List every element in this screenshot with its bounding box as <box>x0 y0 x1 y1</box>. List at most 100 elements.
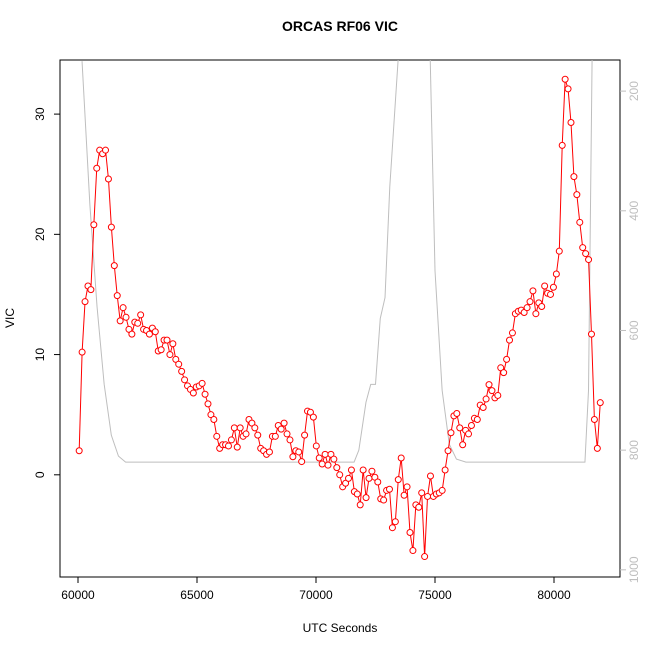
point <box>391 518 399 526</box>
point <box>444 447 452 455</box>
point <box>289 453 297 461</box>
point <box>561 75 569 83</box>
point <box>523 304 531 312</box>
y-tick-label: 30 <box>33 107 47 121</box>
series-line <box>81 60 593 463</box>
point <box>321 450 329 458</box>
point <box>567 119 575 127</box>
point <box>301 431 309 439</box>
point <box>151 328 159 336</box>
y2-tick-label: 200 <box>627 81 641 101</box>
point <box>467 422 475 430</box>
point <box>137 311 145 319</box>
point <box>465 430 473 438</box>
point <box>315 454 323 462</box>
point <box>254 431 262 439</box>
point <box>122 313 130 321</box>
y-tick-label: 0 <box>33 471 47 478</box>
point <box>78 348 86 356</box>
point <box>576 218 584 226</box>
point <box>453 409 461 417</box>
point <box>418 489 426 497</box>
point <box>104 175 112 183</box>
point <box>265 448 273 456</box>
point <box>81 298 89 306</box>
point <box>459 441 467 449</box>
point <box>189 389 197 397</box>
point <box>374 478 382 486</box>
point <box>318 460 326 468</box>
point <box>181 376 189 384</box>
point <box>585 256 593 264</box>
point <box>116 317 124 325</box>
point <box>447 429 455 437</box>
chart-title: ORCAS RF06 VIC <box>282 18 398 34</box>
point <box>134 319 142 327</box>
point <box>558 141 566 149</box>
point <box>406 529 414 537</box>
point <box>403 483 411 491</box>
point <box>579 244 587 252</box>
point <box>110 262 118 270</box>
point <box>538 302 546 310</box>
point <box>347 466 355 474</box>
point <box>593 444 601 452</box>
point <box>336 471 344 479</box>
y2-tick-label: 800 <box>627 440 641 460</box>
point <box>441 466 449 474</box>
point <box>353 490 361 498</box>
point <box>526 298 534 306</box>
point <box>570 173 578 181</box>
point <box>324 461 332 469</box>
point <box>394 476 402 484</box>
y-tick-label: 20 <box>33 227 47 241</box>
point <box>573 191 581 199</box>
y2-tick-label: 600 <box>627 320 641 340</box>
point <box>587 330 595 338</box>
plot-frame <box>59 59 621 578</box>
point <box>482 395 490 403</box>
point <box>157 346 165 354</box>
point <box>426 472 434 480</box>
y2-tick-label: 1000 <box>627 556 641 583</box>
point <box>90 221 98 229</box>
y2-tick-label: 400 <box>627 200 641 220</box>
x-tick-label: 60000 <box>61 588 95 602</box>
point <box>541 282 549 290</box>
point <box>128 330 136 338</box>
point <box>107 223 115 231</box>
point <box>438 486 446 494</box>
point <box>421 553 429 561</box>
point <box>169 340 177 348</box>
point <box>227 436 235 444</box>
point <box>397 454 405 462</box>
point <box>409 547 417 555</box>
point <box>163 336 171 344</box>
point <box>251 424 259 432</box>
x-tick-label: 70000 <box>299 588 333 602</box>
point <box>166 351 174 359</box>
point <box>201 390 209 398</box>
point <box>555 247 563 255</box>
point <box>456 424 464 432</box>
point <box>213 432 221 440</box>
x-axis-label: UTC Seconds <box>303 621 378 635</box>
point <box>330 455 338 463</box>
point <box>333 464 341 472</box>
point <box>596 399 604 407</box>
point <box>204 400 212 408</box>
point <box>400 491 408 499</box>
point <box>295 448 303 456</box>
point <box>236 424 244 432</box>
x-tick-label: 65000 <box>180 588 214 602</box>
point <box>345 474 353 482</box>
point <box>508 329 516 337</box>
point <box>309 413 317 421</box>
point <box>365 474 373 482</box>
point <box>473 415 481 423</box>
point <box>312 442 320 450</box>
plot-area <box>75 60 604 561</box>
point <box>280 419 288 427</box>
point <box>529 287 537 295</box>
